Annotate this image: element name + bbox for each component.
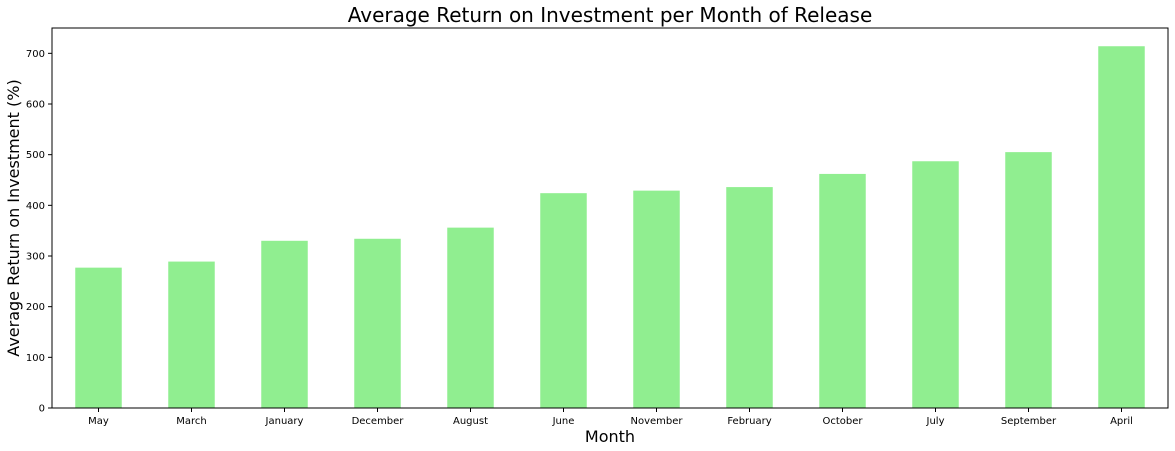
x-tick-label: December — [352, 416, 405, 427]
x-tick-label: October — [822, 416, 863, 427]
bar-january — [261, 240, 308, 408]
bar-april — [1098, 46, 1145, 409]
bar-march — [168, 261, 215, 408]
x-tick-label: September — [1001, 416, 1057, 427]
y-tick-label: 300 — [26, 252, 45, 263]
x-tick-label: November — [630, 416, 683, 427]
x-tick-label: May — [88, 416, 109, 427]
bar-july — [912, 161, 959, 408]
bar-august — [447, 227, 494, 408]
x-axis-label: Month — [585, 427, 635, 446]
chart-title: Average Return on Investment per Month o… — [348, 3, 873, 27]
x-tick-label: July — [926, 416, 945, 427]
y-axis-ticks: 0 100 200 300 400 500 600 700 — [26, 49, 52, 415]
x-tick-label: January — [265, 416, 304, 427]
x-axis-ticks: May March January December August June Novembe… — [88, 408, 1133, 427]
x-tick-label: March — [176, 416, 206, 427]
plot-frame — [51, 27, 1169, 409]
y-tick-label: 700 — [26, 49, 45, 60]
y-tick-label: 600 — [26, 100, 45, 111]
y-tick-label: 200 — [26, 302, 45, 313]
y-axis-label: Average Return on Investment (%) — [4, 79, 23, 356]
x-tick-label: April — [1110, 416, 1133, 427]
y-tick-label: 100 — [26, 353, 45, 364]
bar-february — [726, 187, 773, 408]
y-tick-label: 500 — [26, 150, 45, 161]
x-tick-label: June — [552, 416, 575, 427]
bar-november — [633, 190, 680, 408]
y-tick-label: 0 — [39, 404, 45, 415]
x-tick-label: August — [453, 416, 488, 427]
x-tick-label: February — [727, 416, 771, 427]
y-tick-label: 400 — [26, 201, 45, 212]
bars-group — [75, 46, 1145, 409]
bar-september — [1005, 152, 1052, 408]
bar-may — [75, 267, 122, 408]
bar-october — [819, 173, 866, 408]
bar-june — [540, 193, 587, 408]
bar-december — [354, 238, 401, 408]
